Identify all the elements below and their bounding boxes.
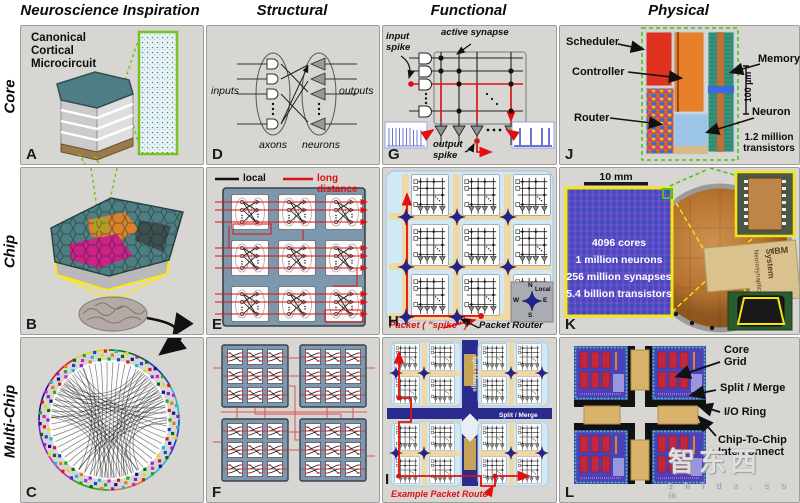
panel-letter-b: B (26, 316, 37, 333)
legend-long-distance: long distance (317, 173, 358, 196)
watermark-subtext: z h i d x . c o m (668, 481, 791, 499)
chip-quadrants (389, 341, 549, 487)
panel-letter-c: C (26, 484, 37, 501)
stat-neurons: 1 million neurons (576, 254, 663, 266)
transistor-count: 1.2 million transistors (743, 132, 795, 155)
package-line2-text: System (764, 248, 777, 279)
split-merge-h-label: Split / Merge (499, 412, 538, 419)
memory-label: Memory (758, 53, 800, 65)
column-header-neuroscience: Neuroscience Inspiration (20, 2, 200, 19)
row-label-chip: Chip (1, 234, 19, 269)
stat-cores: 4096 cores (592, 237, 646, 249)
panel-e: local long distance E (206, 167, 380, 335)
cortex-sheet-graphic (50, 168, 194, 334)
panel-letter-k: K (565, 316, 576, 333)
row-label-multichip: Multi-Chip (1, 384, 19, 459)
panel-a-title: Canonical Cortical Microcircuit (31, 32, 97, 70)
row-label-core: Core (1, 79, 19, 114)
scheduler-label: Scheduler (566, 36, 620, 48)
functional-crossbar-graphic (384, 43, 555, 158)
column-header-functional: Functional (430, 2, 507, 19)
compass-w: W (513, 297, 520, 304)
router-block (645, 87, 675, 155)
panel-f: F (206, 337, 380, 503)
connectome-graphic (38, 338, 187, 491)
inputs-label: inputs (211, 85, 240, 97)
panel-letter-i: I (385, 471, 390, 488)
panel-k: IBM Neurosynaptic System 10 mm 4096 core… (559, 167, 800, 335)
compass-s: S (528, 312, 533, 319)
axons-label: axons (258, 139, 288, 151)
chip-structural-graphic (215, 177, 368, 327)
chip-physical-graphic: IBM Neurosynaptic System 10 mm 4096 core… (564, 168, 799, 333)
watermark: 智东西 z h i d x . c o m (668, 440, 800, 499)
die-corner-tl (574, 346, 628, 400)
neurons-label: neurons (302, 139, 340, 151)
scheduler-block (645, 31, 673, 87)
panel-letter-g: G (388, 146, 400, 163)
multichip-physical-graphic (574, 346, 721, 484)
panel-b: B (20, 167, 204, 335)
output-spike-label: output spike (433, 139, 463, 161)
column-header-physical: Physical (648, 2, 709, 19)
chip-stats: 4096 cores 1 million neurons 256 million… (566, 237, 672, 300)
compass-e: E (543, 297, 548, 304)
panel-letter-j: J (565, 146, 574, 163)
panel-letter-a: A (26, 146, 37, 163)
packet-spike-label: Packet ( "spike" ) (389, 320, 468, 331)
die-corner-bl (574, 430, 628, 484)
chip-die-photo (564, 186, 674, 318)
split-merge-label: Split / Merge (720, 382, 786, 394)
legend-local: local (243, 173, 266, 184)
chip-functional-graphic (385, 170, 554, 329)
panel-letter-d: D (212, 146, 223, 163)
stat-transistors: 5.4 billion transistors (566, 288, 672, 300)
panel-letter-f: F (212, 484, 222, 501)
split-merge-v-label: Split / Merge (471, 356, 477, 392)
neuron-label: Neuron (752, 106, 791, 118)
panel-letter-h: H (388, 313, 399, 330)
core-grid-label: Core Grid (724, 344, 750, 369)
chip-to-chip-pads (583, 349, 699, 481)
histology-inset (137, 30, 179, 156)
core-die-photo (609, 27, 761, 161)
panel-c: C (20, 337, 204, 503)
panel-letter-e: E (212, 316, 223, 333)
panel-letter-l: L (565, 484, 575, 501)
panel-i: Split / Merge Split / Merge Example Pack… (382, 337, 557, 503)
outputs-label: outputs (339, 85, 374, 97)
watermark-text: 智东西 (668, 447, 761, 477)
scale-bar-100um: 100 µm (742, 71, 753, 103)
io-ring-label: I/O Ring (724, 406, 767, 418)
compass-n: N (528, 282, 533, 289)
merge-hub (455, 413, 485, 442)
package-brand-text: IBM (771, 245, 788, 256)
panel-a: Canonical Cortical Microcircuit A (20, 25, 204, 165)
package-line1-text: Neurosynaptic (752, 249, 763, 292)
compass-local: Local (535, 287, 551, 293)
multichip-functional-graphic: Split / Merge Split / Merge (387, 340, 552, 498)
panel-g: input spike active synapse output spike … (382, 25, 557, 165)
example-packet-route-label: Example Packet Route (391, 489, 488, 499)
cortical-microcircuit-graphic (56, 30, 179, 164)
chip-interconnect-label: Chip-To-Chip Interconnect (718, 434, 787, 459)
scale-bar-10mm-label: 10 mm (599, 171, 632, 183)
panel-h: Packet ( "spike" ) Packet Router N S W E… (382, 167, 557, 335)
structural-bipartite-graphic (237, 52, 357, 136)
router-label: Router (574, 112, 610, 124)
active-synapse-label: active synapse (441, 27, 509, 38)
panel-j: Scheduler Controller Memory Router Neuro… (559, 25, 800, 165)
input-spike-label: input spike (386, 31, 411, 53)
controller-label: Controller (572, 66, 625, 78)
multichip-structural-graphic (213, 338, 375, 502)
column-header-structural: Structural (256, 2, 328, 19)
panel-d: inputs outputs axons neurons D (206, 25, 380, 165)
die-corner-tr (652, 346, 706, 400)
panel-l: Core Grid Split / Merge I/O Ring Chip-To… (559, 337, 800, 503)
stat-synapses: 256 million synapses (566, 271, 671, 283)
packet-router-label: Packet Router (479, 320, 543, 331)
